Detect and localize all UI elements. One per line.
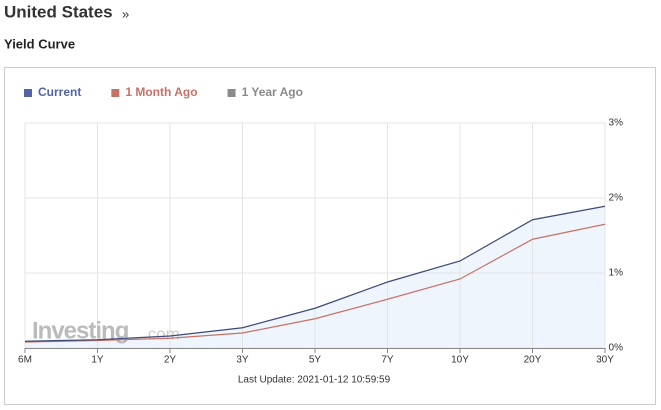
y-tick-label: 1% xyxy=(609,268,624,279)
series-line xyxy=(24,223,606,343)
x-tick-label: 6M xyxy=(18,355,32,366)
legend-swatch xyxy=(227,89,236,97)
x-tick-label: 10Y xyxy=(451,355,469,366)
x-tick-label: 2Y xyxy=(164,355,177,366)
section-title: Yield Curve xyxy=(4,36,75,51)
footnote: Last Update: 2021-01-12 10:59:59 xyxy=(238,375,391,386)
legend-swatch xyxy=(111,89,120,97)
x-tick-label: 1Y xyxy=(91,355,104,366)
x-tick-label: 3Y xyxy=(236,355,249,366)
x-tick-label: 5Y xyxy=(309,355,322,366)
legend-label[interactable]: 1 Month Ago xyxy=(125,85,197,99)
watermark-suffix: .com xyxy=(143,324,180,343)
y-tick-label: 0% xyxy=(609,343,624,354)
y-tick-label: 2% xyxy=(609,193,624,204)
x-tick-label: 7Y xyxy=(381,355,394,366)
series-line xyxy=(24,205,606,342)
x-tick-label: 30Y xyxy=(596,355,614,366)
legend-swatch xyxy=(24,89,32,97)
legend-label[interactable]: 1 Year Ago xyxy=(242,85,303,99)
page-title: United States xyxy=(4,2,113,21)
title-link[interactable]: » xyxy=(122,6,129,21)
x-tick-label: 20Y xyxy=(524,355,542,366)
legend-label[interactable]: Current xyxy=(38,85,81,99)
y-tick-label: 3% xyxy=(609,118,624,129)
